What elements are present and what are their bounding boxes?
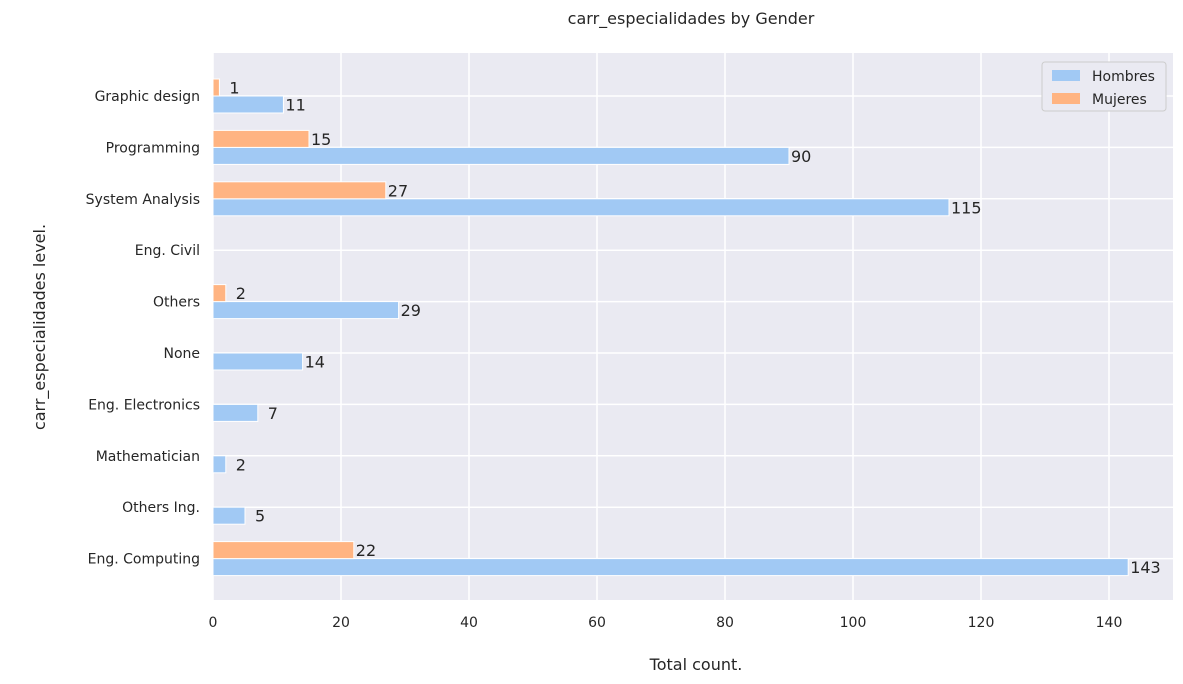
bar-hombres <box>212 506 246 525</box>
y-axis-ticks: Graphic design Programming System Analysis… <box>86 89 200 568</box>
x-axis-ticks: 0 20 40 60 80 100 120 140 <box>209 615 1123 631</box>
bar-mujeres <box>212 284 227 303</box>
bar-hombres <box>212 455 227 474</box>
bar-hombres <box>212 403 259 422</box>
data-label: 2 <box>236 455 246 474</box>
data-label: 11 <box>285 96 305 115</box>
bar-mujeres <box>212 181 387 200</box>
data-label: 5 <box>255 507 265 526</box>
data-label: 1 <box>229 79 239 98</box>
legend-entry-label: Mujeres <box>1092 92 1147 108</box>
y-tick-label: Eng. Computing <box>88 552 200 568</box>
y-tick-label: System Analysis <box>86 192 200 208</box>
bar-hombres <box>212 198 950 217</box>
bar-mujeres <box>212 541 355 560</box>
x-tick-label: 100 <box>840 615 867 631</box>
y-tick-label: Programming <box>106 140 200 156</box>
y-tick-label: Graphic design <box>95 89 200 105</box>
x-tick-label: 20 <box>332 615 350 631</box>
legend-entry-label: Hombres <box>1092 69 1155 85</box>
bar-hombres <box>212 352 304 371</box>
y-tick-label: Mathematician <box>96 449 200 465</box>
x-axis-label: Total count. <box>649 655 743 674</box>
x-tick-label: 40 <box>460 615 478 631</box>
data-label: 143 <box>1130 558 1161 577</box>
bar-mujeres <box>212 78 220 97</box>
x-tick-label: 80 <box>716 615 734 631</box>
bar-hombres <box>212 558 1129 577</box>
y-tick-label: Others <box>153 295 200 311</box>
data-label: 2 <box>236 284 246 303</box>
y-tick-label: Eng. Electronics <box>88 397 200 413</box>
plot-area <box>213 53 1173 600</box>
chart-title: carr_especialidades by Gender <box>568 9 815 29</box>
bar-hombres <box>212 146 790 165</box>
bar-hombres <box>212 301 400 320</box>
y-tick-label: Eng. Civil <box>135 243 200 259</box>
y-axis-label: carr_especialidades level. <box>30 224 50 430</box>
y-tick-label: None <box>163 346 200 362</box>
data-label: 115 <box>951 198 982 217</box>
data-label: 29 <box>401 301 421 320</box>
data-label: 90 <box>791 147 811 166</box>
bars <box>212 78 1129 577</box>
x-tick-label: 60 <box>588 615 606 631</box>
data-label: 15 <box>311 130 331 149</box>
y-tick-label: Others Ing. <box>122 500 200 516</box>
legend: Hombres Mujeres <box>1041 61 1167 112</box>
bar-hombres <box>212 95 284 114</box>
legend-swatch <box>1052 70 1080 81</box>
data-label: 14 <box>305 353 325 372</box>
bar-mujeres <box>212 129 310 148</box>
data-label: 27 <box>388 181 408 200</box>
x-tick-label: 0 <box>209 615 218 631</box>
x-tick-label: 140 <box>1096 615 1123 631</box>
x-tick-label: 120 <box>968 615 995 631</box>
legend-swatch <box>1052 93 1080 104</box>
data-label: 22 <box>356 541 376 560</box>
data-label: 7 <box>268 404 278 423</box>
